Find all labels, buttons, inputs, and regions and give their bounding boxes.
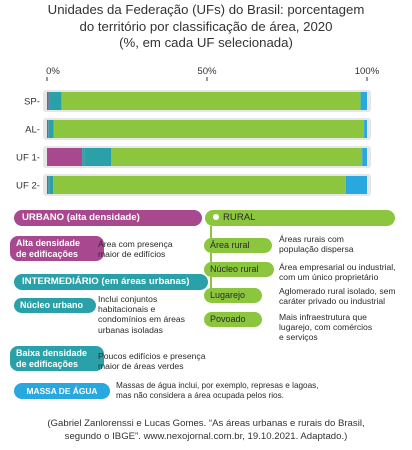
legend-rural-header: RURAL [205,210,395,226]
nucleo-urbano-label: Núcleo urbano [20,300,84,310]
legend-baixa-densidade-tag: Baixa densidade de edificações [10,346,104,371]
legend-nucleo-urbano-tag: Núcleo urbano [14,298,96,313]
desc-line: Área com presença [98,239,173,249]
bar-segment [47,176,49,194]
bar-segment [53,120,365,138]
bar-segment [47,120,49,138]
desc-line: Áreas rurais com [279,234,344,244]
legend-alta-densidade-tag: Alta densidade de edificações [10,236,104,261]
desc-line: população dispersa [279,244,354,255]
title-line-3: (%, em cada UF selecionada) [119,35,293,50]
alta-densidade-desc: Área com presença maior de edifícios [98,239,173,259]
bar-segment [48,120,49,138]
bar-segment [345,176,367,194]
desc-line: lugarejo, com comércios [279,322,373,333]
bar-segment [364,120,367,138]
title-line-2: do território por classificação de área,… [79,18,333,34]
source-line-2: segundo o IBGE”. www.nexojornal.com.br, … [64,430,348,442]
bar-segment [360,92,367,110]
source-line-1: (Gabriel Zanlorenssi e Lucas Gomes. “As … [47,418,365,429]
baixa-densidade-line-1: Baixa densidade [16,348,88,358]
desc-line: mas não considera a área ocupada pelos r… [116,391,284,401]
desc-line: Inclui conjuntos [98,294,158,304]
legend-urbano-header: URBANO (alta densidade) [14,210,202,226]
bar-segment [61,92,361,110]
title-line-1: Unidades da Federação (UFs) do Brasil: p… [47,2,365,17]
desc-line: e serviços [279,332,318,343]
legend-povoado-tag: Povoado [204,312,262,327]
category-label: UF 2- [16,181,40,192]
desc-line: Mais infraestrutura que [279,312,367,322]
chart-title: Unidades da Federação (UFs) do Brasil: p… [0,2,412,52]
massa-agua-desc: Massas de água inclui, por exemplo, repr… [116,381,319,401]
desc-line: Área empresarial ou industrial, [279,262,396,272]
bar-segment [47,148,83,166]
x-tick-label: 100% [355,66,380,77]
baixa-densidade-line-2: de edificações [16,358,79,369]
category-label: AL- [25,125,40,136]
x-tick-label: 50% [197,66,217,77]
desc-line: maior de edifícios [98,249,166,260]
legend-lugarejo-tag: Lugarejo [204,288,262,303]
desc-line: condomínios em áreas [98,314,185,325]
rural-header-dot [213,214,219,221]
bar-segment [84,148,111,166]
bar-segment [48,176,50,194]
desc-line: Poucos edifícios e presença [98,351,206,361]
desc-line: urbanas isoladas [98,324,163,335]
desc-line: habitacionais e [98,304,156,315]
rural-header-text: RURAL [223,212,256,223]
desc-line: Massas de água inclui, por exemplo, repr… [116,381,319,390]
lugarejo-desc: Aglomerado rural isolado, sem caráter pr… [279,286,396,306]
bar-segment [53,176,346,194]
desc-line: caráter privado ou industrial [279,296,386,307]
nucleo-rural-desc: Área empresarial ou industrial, com um ú… [279,262,396,282]
desc-line: maior de áreas verdes [98,361,184,372]
bar-segment [362,148,367,166]
alta-densidade-line-2: de edificações [16,248,79,259]
bar-segment [49,176,54,194]
bar-segment [82,148,85,166]
bar-segment [48,120,54,138]
baixa-densidade-desc: Poucos edifícios e presença maior de áre… [98,351,206,371]
x-tick-label: 0% [46,66,60,77]
bar-segment [47,92,49,110]
category-label: SP- [24,97,40,108]
bar-segment [48,92,50,110]
desc-line: Aglomerado rural isolado, sem [279,286,396,296]
rural-connector-line [210,226,212,292]
legend-area-rural-tag: Área rural [204,238,272,253]
source-citation: (Gabriel Zanlorenssi e Lucas Gomes. “As … [0,418,412,443]
legend-nucleo-rural-tag: Núcleo rural [204,262,274,277]
alta-densidade-line-1: Alta densidade [16,238,81,248]
stacked-bar-chart: 0% 50% 100% SP- AL- UF 1- UF 2- [16,66,380,196]
bar-segment [111,148,363,166]
povoado-desc: Mais infraestrutura que lugarejo, com co… [279,312,372,343]
legend-intermediario-header: INTERMEDIÁRIO (em áreas urbanas) [14,274,208,290]
area-rural-desc: Áreas rurais com população dispersa [279,234,354,254]
bar-segment [49,92,62,110]
nucleo-urbano-desc: Inclui conjuntos habitacionais e condomí… [98,294,185,335]
desc-line: com um único proprietário [279,272,379,283]
category-label: UF 1- [16,153,40,164]
legend-massa-agua-header: MASSA DE ÁGUA [14,383,110,399]
